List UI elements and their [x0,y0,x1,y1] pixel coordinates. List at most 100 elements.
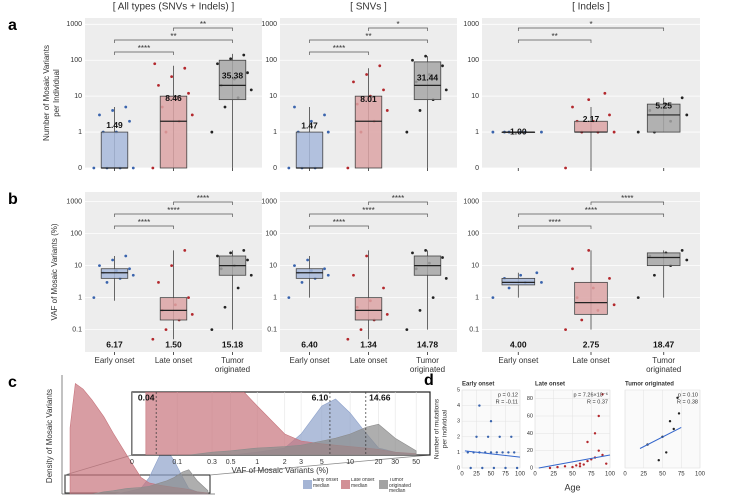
data-point [501,451,504,454]
data-point [164,328,168,332]
y-tick-label: 2 [457,434,460,440]
y-tick-label: 10 [269,262,277,269]
data-point [216,62,219,66]
y-tick-label: 10 [471,93,479,100]
x-tick-label: 100 [515,472,526,478]
x-tick-label-box: Early onset [289,357,329,365]
data-point [378,64,382,68]
y-tick-label: 0 [530,465,533,471]
box [354,297,383,321]
legend-label-box: Tumor originated median [389,478,411,494]
x-tick-label: 0.3 [207,459,217,466]
data-point [190,312,194,316]
stat-annotation: R = -0.11 [496,399,518,405]
significance-label: **** [621,194,633,203]
data-point [229,57,233,61]
subplot-title: [ Indels ] [572,2,610,13]
stat-annotation: p = 7.26×10⁻⁶ [573,391,608,398]
data-point [187,296,190,300]
box [413,61,442,101]
panel-letter: d [424,372,434,389]
y-tick-label: 1 [475,129,479,136]
data-point [92,166,96,170]
data-point [491,130,495,134]
data-point [580,318,584,322]
data-point [183,248,187,252]
data-point [306,258,310,262]
x-tick-label: 0.5 [226,459,236,466]
y-tick-label: 0.1 [469,326,479,333]
data-point [540,280,543,284]
data-point [481,466,484,470]
data-point [405,328,409,332]
significance-label: ** [552,32,558,41]
data-point [519,273,523,277]
box [159,95,188,169]
y-tick-label: 0.1 [72,326,82,333]
y-tick-label: 1000 [66,198,82,205]
data-point [540,130,543,134]
box [159,297,188,321]
y-tick-label: 10 [74,262,82,269]
mean-label: 1.34 [360,339,377,349]
box [646,103,681,133]
significance-bracket [309,39,428,43]
data-point [249,88,253,92]
data-point [677,412,681,415]
data-point [498,435,501,438]
box [100,131,129,169]
y-tick-label: 1000 [261,198,277,205]
data-point [229,251,233,255]
significance-bracket [517,225,592,229]
significance-label: ** [170,32,176,41]
data-point [492,466,496,470]
mean-label: 1.00 [510,126,527,136]
x-tick-label: 25 [473,472,480,478]
y-tick-label: 60 [527,413,533,419]
y-axis-label: Number of Mosaic Variants [42,45,51,141]
data-point [587,248,591,252]
data-point [612,130,616,134]
mean-label: 14.78 [417,339,439,349]
data-point [601,453,604,457]
x-tick-label: 30 [391,459,399,466]
data-point [385,312,389,316]
data-point [608,276,611,280]
data-point [111,258,115,262]
data-point [92,296,96,300]
data-point [210,130,214,134]
mean-label: 15.18 [222,339,244,349]
x-tick-label-box: Late onset [350,357,387,365]
data-point [382,88,385,92]
y-tick-label: 10 [269,93,277,100]
data-point [411,251,414,255]
data-point [293,264,296,268]
median-label: 6.10 [312,392,329,402]
box [646,252,681,267]
data-point [183,66,187,70]
data-point [98,113,101,117]
mean-label: 31.44 [417,73,439,83]
significance-label: **** [548,218,560,227]
mean-label: 8.46 [165,93,182,103]
stat-annotation: p = 0.12 [498,392,518,398]
data-point [246,71,249,75]
y-tick-label: 1000 [463,198,479,205]
y-tick-label: 100 [467,57,479,64]
data-point [216,254,219,258]
y-tick-label: 1 [273,294,277,301]
data-point [653,273,656,277]
data-point [605,462,608,465]
y-axis-label: VAF of Mosaic Variants (%) [50,223,59,320]
fit-line [538,454,611,469]
data-point [293,105,296,109]
data-point [187,91,190,95]
data-point [323,267,326,271]
data-point [564,166,567,170]
mean-label: 2.75 [583,339,600,349]
x-tick-label: Tumor originated [214,357,251,374]
data-point [475,435,478,438]
y-tick-label: 1000 [261,21,277,28]
y-tick-label: 3 [457,419,460,425]
y-tick-label: 40 [527,431,533,437]
